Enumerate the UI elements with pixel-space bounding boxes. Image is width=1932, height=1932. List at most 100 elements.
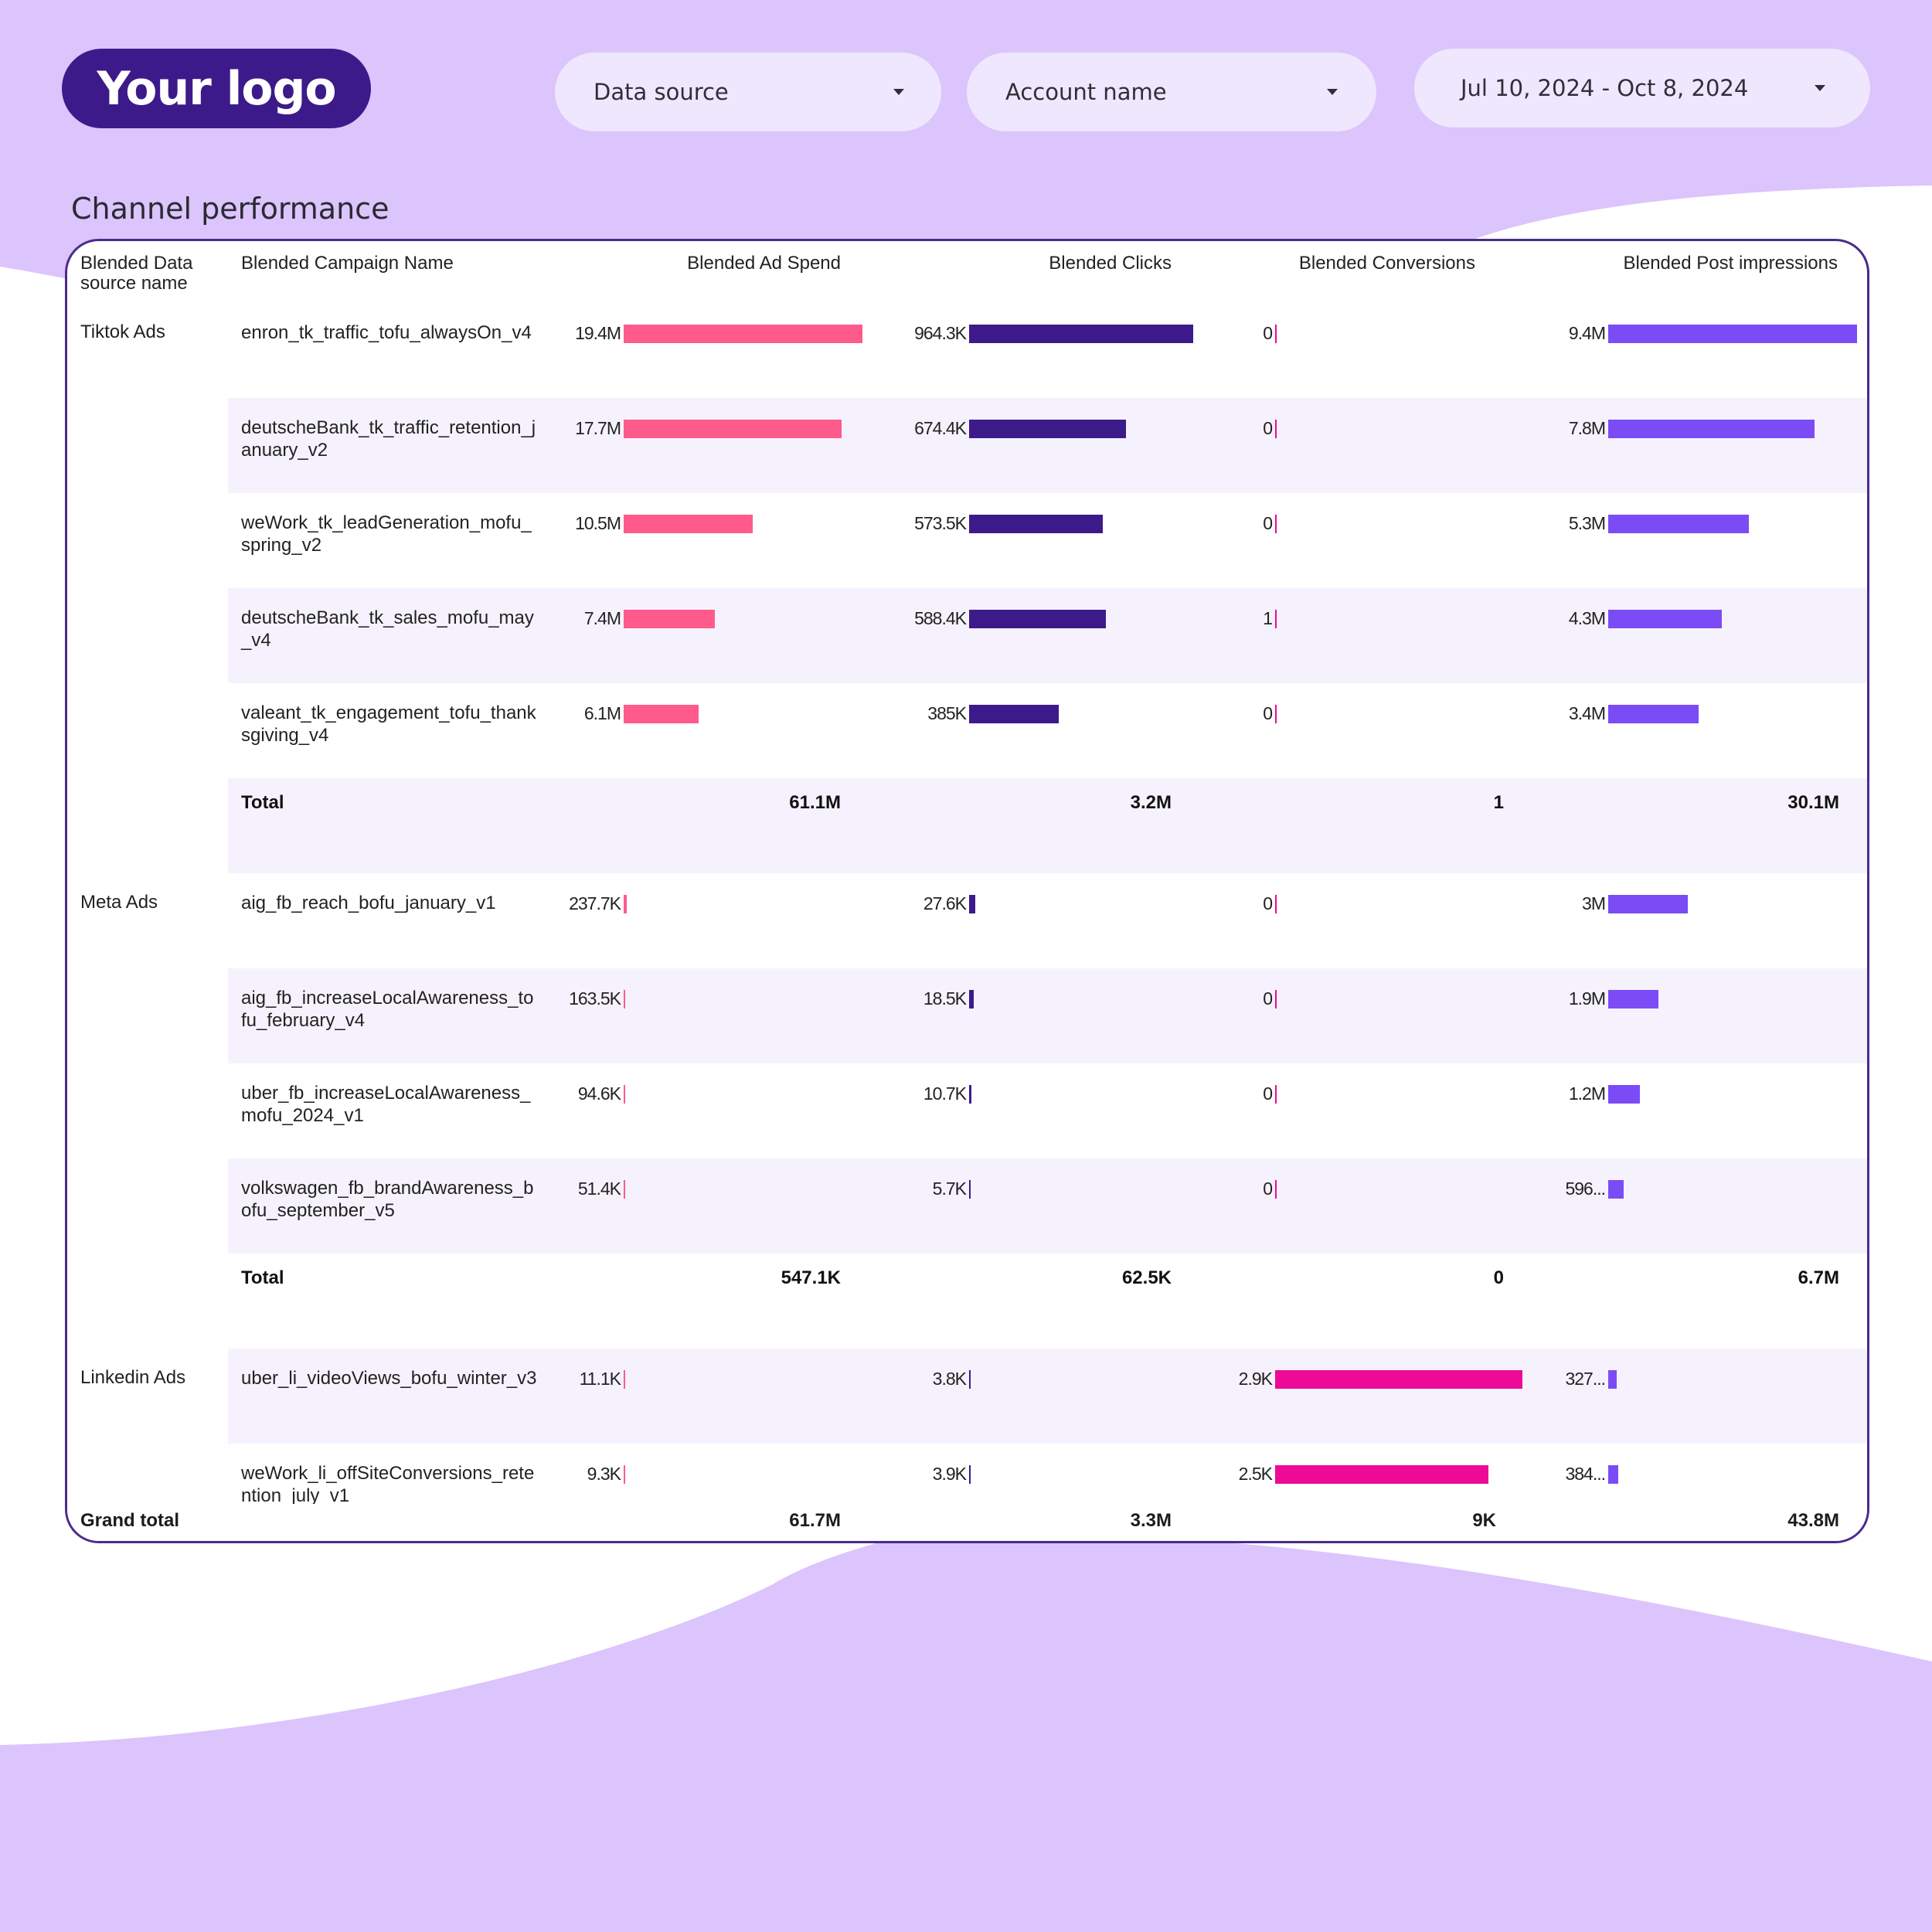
impressions-bar (1608, 420, 1815, 438)
ad-spend-value: 19.4M (575, 323, 621, 343)
clicks-bar (969, 610, 1106, 628)
total-ad-spend: 547.1K (781, 1267, 841, 1288)
ad-spend-bar (624, 1370, 625, 1389)
table-row[interactable]: weWork_li_offSiteConversions_retention_j… (67, 1444, 1867, 1509)
ad-spend-value: 94.6K (577, 1083, 621, 1104)
chevron-down-icon (893, 89, 904, 95)
impressions-bar (1608, 895, 1688, 913)
total-row[interactable]: Total 547.1K 62.5K 0 6.7M (67, 1253, 1867, 1349)
ad-spend-value: 11.1K (579, 1369, 621, 1389)
table-body[interactable]: Tiktok Ads enron_tk_traffic_tofu_alwaysOn… (67, 303, 1867, 1509)
clicks-value: 588.4K (914, 608, 967, 628)
grand-total-label: Grand total (80, 1510, 180, 1531)
column-header-impressions[interactable]: Blended Post impressions (1623, 253, 1838, 274)
conversions-bar (1275, 420, 1277, 438)
impressions-value: 4.3M (1568, 608, 1606, 628)
ad-spend-bar (624, 1465, 625, 1484)
table-row[interactable]: weWork_tk_leadGeneration_mofu_spring_v2 1… (67, 493, 1867, 588)
table-row[interactable]: Linkedin Ads uber_li_videoViews_bofu_wint… (67, 1349, 1867, 1444)
impressions-bar (1608, 610, 1722, 628)
row-shade (228, 1158, 1867, 1253)
table-row[interactable]: deutscheBank_tk_traffic_retention_januar… (67, 398, 1867, 493)
impressions-bar (1608, 1370, 1617, 1389)
row-shade (228, 588, 1867, 683)
clicks-value: 18.5K (923, 988, 967, 1009)
account-name-dropdown[interactable]: Account name (967, 53, 1376, 131)
campaign-cell: enron_tk_traffic_tofu_alwaysOn_v4 (241, 322, 532, 343)
ad-spend-bar (624, 990, 625, 1009)
impressions-bar (1608, 1465, 1618, 1484)
conversions-value: 2.9K (1238, 1369, 1273, 1389)
source-cell: Tiktok Ads (80, 321, 165, 342)
clicks-bar (969, 420, 1126, 438)
row-shade (228, 1349, 1867, 1444)
clicks-value: 3.8K (932, 1369, 967, 1389)
clicks-value: 5.7K (932, 1179, 967, 1199)
conversions-value: 0 (1263, 1083, 1273, 1104)
total-row[interactable]: Total 61.1M 3.2M 1 30.1M (67, 778, 1867, 873)
impressions-value: 1.2M (1568, 1083, 1606, 1104)
campaign-cell: volkswagen_fb_brandAwareness_bofu_septem… (241, 1178, 534, 1221)
clicks-bar (969, 1180, 971, 1199)
table-row[interactable]: Meta Ads aig_fb_reach_bofu_january_v1 237.… (67, 873, 1867, 968)
campaign-cell: aig_fb_reach_bofu_january_v1 (241, 893, 496, 913)
row-shade (228, 968, 1867, 1063)
campaign-cell: valeant_tk_engagement_tofu_thanksgiving_… (241, 702, 536, 746)
column-header-source[interactable]: Blended Data source name (80, 253, 193, 294)
impressions-bar (1608, 325, 1857, 343)
logo: Your logo (62, 49, 371, 128)
clicks-value: 964.3K (914, 323, 967, 343)
ad-spend-value: 17.7M (575, 418, 621, 438)
clicks-bar (969, 990, 974, 1009)
column-header-clicks[interactable]: Blended Clicks (1049, 253, 1172, 274)
table-row[interactable]: deutscheBank_tk_sales_mofu_may_v4 7.4M 588… (67, 588, 1867, 683)
chevron-down-icon (1815, 85, 1825, 91)
table-header: Blended Data source name Blended Campaig… (67, 241, 1867, 303)
table-row[interactable]: uber_fb_increaseLocalAwareness_mofu_2024… (67, 1063, 1867, 1158)
column-header-conversions[interactable]: Blended Conversions (1298, 253, 1475, 274)
date-range-picker[interactable]: Jul 10, 2024 - Oct 8, 2024 (1414, 49, 1870, 128)
ad-spend-bar (624, 705, 699, 723)
table-row[interactable]: volkswagen_fb_brandAwareness_bofu_septem… (67, 1158, 1867, 1253)
total-impressions: 6.7M (1798, 1267, 1839, 1288)
conversions-value: 0 (1263, 893, 1273, 913)
conversions-value: 1 (1263, 608, 1273, 628)
channel-performance-table: Blended Data source name Blended Campaig… (65, 239, 1869, 1543)
conversions-bar (1275, 610, 1277, 628)
clicks-value: 27.6K (923, 893, 967, 913)
total-label: Total (241, 792, 284, 813)
clicks-bar (969, 1085, 971, 1104)
conversions-bar (1275, 705, 1277, 723)
ad-spend-value: 10.5M (575, 513, 621, 533)
row-shade (228, 398, 1867, 493)
campaign-cell: weWork_tk_leadGeneration_mofu_spring_v2 (241, 512, 532, 556)
campaign-cell: uber_li_videoViews_bofu_winter_v3 (241, 1368, 537, 1389)
row-shade (228, 778, 1867, 873)
column-header-ad-spend[interactable]: Blended Ad Spend (687, 253, 841, 274)
ad-spend-value: 9.3K (587, 1464, 621, 1484)
grand-total-row: Grand total 61.7M 3.3M 9K 43.8M (67, 1504, 1867, 1541)
ad-spend-bar (624, 1180, 625, 1199)
impressions-bar (1608, 1085, 1640, 1104)
impressions-value: 384... (1565, 1464, 1606, 1484)
impressions-value: 1.9M (1568, 988, 1606, 1009)
grand-total-conversions: 9K (1472, 1510, 1496, 1531)
ad-spend-value: 6.1M (583, 703, 621, 723)
conversions-value: 0 (1263, 323, 1273, 343)
table-row[interactable]: Tiktok Ads enron_tk_traffic_tofu_alwaysOn… (67, 303, 1867, 398)
impressions-bar (1608, 1180, 1624, 1199)
ad-spend-bar (624, 325, 862, 343)
ad-spend-bar (624, 895, 627, 913)
ad-spend-bar (624, 1085, 625, 1104)
column-header-campaign[interactable]: Blended Campaign Name (241, 253, 454, 274)
conversions-bar (1275, 1085, 1277, 1104)
clicks-value: 10.7K (923, 1083, 967, 1104)
table-row[interactable]: valeant_tk_engagement_tofu_thanksgiving_… (67, 683, 1867, 778)
table-row[interactable]: aig_fb_increaseLocalAwareness_tofu_febru… (67, 968, 1867, 1063)
impressions-value: 7.8M (1568, 418, 1606, 438)
conversions-value: 0 (1263, 418, 1273, 438)
grand-total-impressions: 43.8M (1787, 1510, 1839, 1531)
campaign-cell: weWork_li_offSiteConversions_retention_j… (241, 1463, 535, 1506)
data-source-dropdown[interactable]: Data source (555, 53, 941, 131)
conversions-bar (1275, 1465, 1488, 1484)
